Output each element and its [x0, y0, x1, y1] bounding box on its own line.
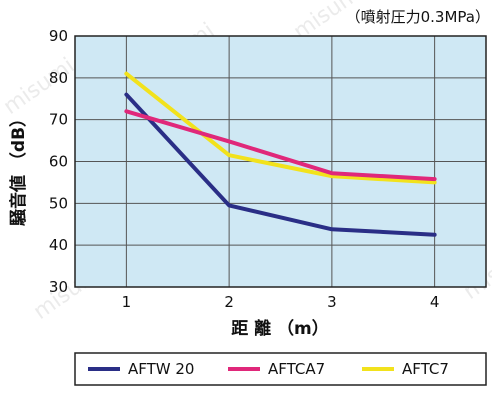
- legend: AFTW 20 AFTCA7 AFTC7: [88, 360, 449, 378]
- y-tick-label: 50: [49, 194, 68, 212]
- series-line-aftca7: [124, 109, 437, 182]
- y-tick-label: 80: [49, 69, 68, 87]
- series-layer: [124, 71, 437, 237]
- legend-label: AFTW 20: [128, 360, 194, 378]
- series-line-aftc7: [124, 71, 437, 185]
- y-axis-title: 騒音値 （dB）: [8, 110, 29, 226]
- y-tick-label: 30: [49, 278, 68, 296]
- legend-box: [74, 352, 487, 386]
- chart-subtitle: （噴射圧力0.3MPa）: [346, 8, 490, 26]
- y-tick-label: 70: [49, 111, 68, 129]
- legend-label: AFTCA7: [268, 360, 325, 378]
- y-tick-label: 60: [49, 153, 68, 171]
- x-tick-label: 4: [430, 293, 440, 311]
- x-tick-label: 3: [327, 293, 337, 311]
- series-line-aftw20: [124, 92, 437, 237]
- x-tick-label: 2: [224, 293, 234, 311]
- legend-label: AFTC7: [402, 360, 449, 378]
- plot-frame: [74, 35, 487, 288]
- x-axis-title: 距 離 （m）: [231, 318, 329, 339]
- y-tick-labels: 30 40 50 60 70 80 90: [49, 27, 68, 296]
- y-tick-label: 90: [49, 27, 68, 45]
- grid-lines: [75, 36, 486, 287]
- x-tick-labels: 1 2 3 4: [122, 293, 440, 311]
- y-tick-label: 40: [49, 236, 68, 254]
- x-tick-label: 1: [122, 293, 132, 311]
